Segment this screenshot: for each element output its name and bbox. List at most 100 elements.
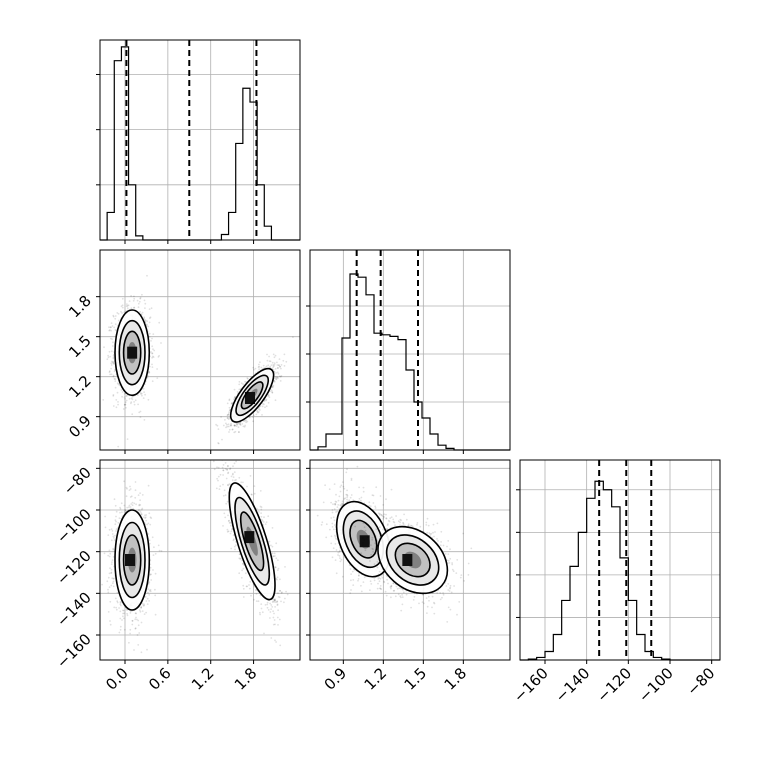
sample-point <box>148 317 151 320</box>
sample-point <box>142 397 145 399</box>
sample-point <box>112 395 115 397</box>
sample-point <box>275 577 278 580</box>
sample-point <box>250 594 252 597</box>
sample-point <box>133 502 136 505</box>
sample-point <box>231 428 234 431</box>
sample-point <box>119 508 122 510</box>
sample-point <box>229 424 232 426</box>
sample-point <box>95 341 97 343</box>
sample-point <box>143 299 146 302</box>
sample-point <box>258 363 260 366</box>
sample-point <box>238 553 241 556</box>
sample-point <box>130 307 133 310</box>
sample-point <box>110 326 112 329</box>
scatter-area <box>95 274 294 448</box>
sample-point <box>259 409 261 411</box>
sample-point <box>129 485 131 488</box>
sample-point <box>113 370 116 373</box>
sample-point <box>148 370 150 373</box>
sample-point <box>264 604 267 606</box>
sample-point <box>121 395 123 398</box>
sample-point <box>109 567 111 570</box>
sample-point <box>112 363 115 365</box>
sample-point <box>126 438 129 440</box>
sample-point <box>134 618 137 621</box>
sample-point <box>131 619 134 622</box>
sample-point <box>114 378 117 381</box>
sample-point <box>239 423 242 426</box>
sample-point <box>134 496 137 499</box>
sample-point <box>150 351 152 353</box>
sample-point <box>233 431 236 434</box>
sample-point <box>123 396 126 398</box>
sample-point <box>146 523 149 526</box>
sample-point <box>107 534 110 536</box>
sample-point <box>108 371 111 373</box>
sample-point <box>152 348 154 351</box>
sample-point <box>238 431 240 433</box>
sample-point <box>249 580 252 583</box>
sample-point <box>147 398 150 401</box>
sample-point <box>148 581 151 584</box>
sample-point <box>119 511 121 514</box>
sample-point <box>133 403 136 406</box>
sample-point <box>150 579 153 581</box>
sample-point <box>110 364 113 366</box>
sample-point <box>266 353 268 356</box>
sample-point <box>131 620 134 622</box>
sample-point <box>261 402 264 405</box>
sample-point <box>109 623 112 626</box>
scatter-area <box>100 460 289 654</box>
sample-point <box>125 399 128 402</box>
histogram-step <box>520 480 720 661</box>
sample-point <box>258 365 261 368</box>
sample-point <box>137 619 140 622</box>
sample-point <box>150 340 152 342</box>
sample-point <box>257 411 260 413</box>
sample-point <box>232 465 234 468</box>
sample-point <box>216 466 218 469</box>
sample-point <box>108 528 111 531</box>
sample-point <box>133 649 135 651</box>
sample-point <box>112 361 115 363</box>
sample-point <box>148 589 151 592</box>
sample-point <box>125 406 127 409</box>
sample-point <box>134 627 137 630</box>
sample-point <box>254 367 257 370</box>
panel-frame <box>309 249 511 451</box>
sample-point <box>275 557 278 560</box>
sample-point <box>149 590 152 593</box>
sample-point <box>217 428 220 430</box>
tick-label-y: −120 <box>53 547 95 589</box>
sample-point <box>113 539 116 541</box>
sample-point <box>129 496 132 498</box>
sample-point <box>230 424 233 426</box>
sample-point <box>264 523 267 525</box>
histogram-panel <box>96 39 301 244</box>
density-peak <box>245 392 255 404</box>
sample-point <box>231 401 234 404</box>
sample-point <box>229 468 231 471</box>
sample-point <box>267 395 270 397</box>
sample-point <box>279 644 282 647</box>
sample-point <box>264 366 267 369</box>
sample-point <box>141 293 143 296</box>
sample-point <box>117 312 120 315</box>
sample-point <box>120 604 122 607</box>
sample-point <box>147 533 150 535</box>
density-peak <box>125 554 135 566</box>
sample-point <box>262 364 265 367</box>
sample-point <box>140 513 143 516</box>
sample-point <box>112 341 114 344</box>
sample-point <box>145 324 148 326</box>
sample-point <box>230 425 232 427</box>
sample-point <box>117 383 120 386</box>
sample-point <box>115 515 117 518</box>
sample-point <box>110 584 113 587</box>
sample-point <box>151 536 154 539</box>
sample-point <box>148 512 151 515</box>
sample-point <box>149 566 152 569</box>
sample-point <box>238 388 241 391</box>
sample-point <box>154 552 157 555</box>
sample-point <box>270 364 273 366</box>
